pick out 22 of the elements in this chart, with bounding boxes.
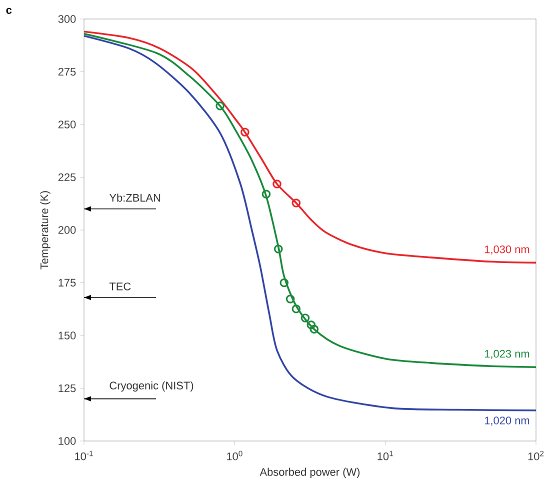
y-tick-label: 100 — [58, 437, 76, 445]
x-tick-label: 10$^{2}$ — [528, 450, 544, 460]
ref-line-label: Cryogenic (NIST) — [110, 381, 194, 392]
x-tick-label: 10$^{-1}$ — [75, 450, 93, 460]
x-tick-label: 10$^{0}$ — [227, 450, 242, 460]
y-tick-label: 200 — [58, 226, 76, 234]
y-tick-label: 225 — [58, 173, 76, 182]
y-tick-label: 125 — [58, 384, 76, 392]
y-tick-label: 300 — [58, 15, 76, 23]
x-tick-label: 10$^{1}$ — [378, 450, 393, 460]
y-tick-label: 275 — [58, 68, 76, 76]
chart-title: c — [6, 8, 12, 14]
y-tick-label: 175 — [58, 278, 76, 287]
y-axis-title: Temperature (K) — [40, 191, 50, 270]
y-tick-label: 250 — [58, 120, 76, 128]
y-tick-label: 150 — [58, 332, 76, 340]
series-label: 1,030 nm — [484, 245, 530, 255]
series-label: 1,023 nm — [484, 350, 530, 359]
x-axis-title: Absorbed power (W) — [260, 468, 360, 478]
ref-line-label: Yb:ZBLAN — [109, 194, 160, 202]
series-label: 1,020 nm — [484, 416, 530, 426]
ref-line-label: TEC — [109, 282, 131, 290]
